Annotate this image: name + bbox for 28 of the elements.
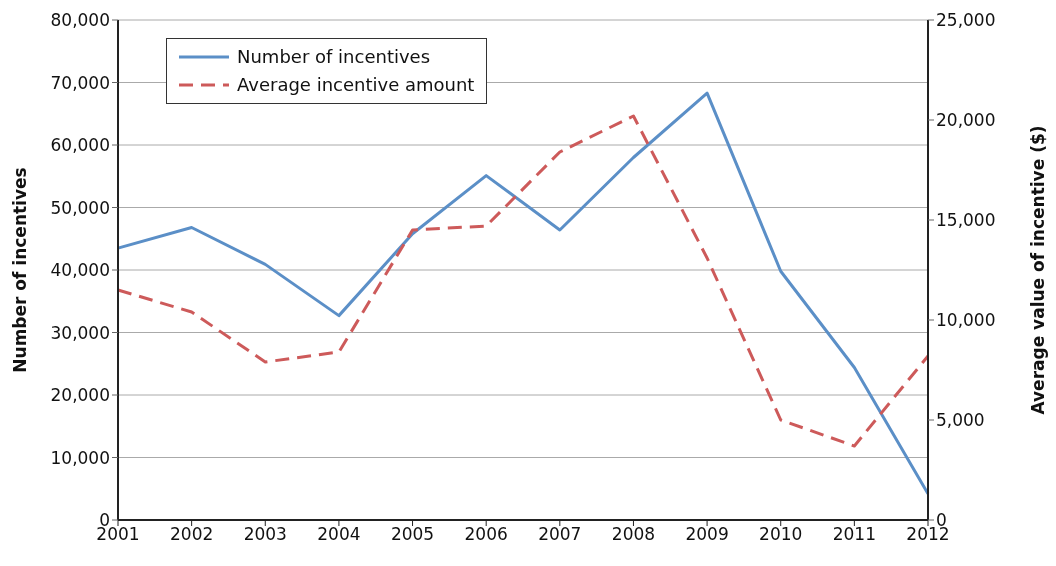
y2-tick-label: 15,000 [936, 210, 996, 231]
y-tick-label: 50,000 [50, 197, 110, 218]
y-tick-label: 20,000 [50, 385, 110, 406]
x-tick-label: 2004 [317, 524, 361, 545]
y2-tick-label: 5,000 [936, 410, 985, 431]
y-tick-label: 30,000 [50, 322, 110, 343]
y2-tick-label: 10,000 [936, 310, 996, 331]
y-tick-label: 10,000 [50, 447, 110, 468]
y-tick-label: 60,000 [50, 135, 110, 156]
legend-label: Average incentive amount [237, 73, 475, 97]
x-tick-label: 2006 [464, 524, 508, 545]
y-tick-label: 80,000 [50, 10, 110, 31]
x-tick-label: 2005 [390, 524, 435, 545]
x-tick-label: 2010 [759, 524, 803, 545]
y-axis-title: Number of incentives [10, 167, 31, 373]
y2-tick-label: 25,000 [936, 10, 996, 31]
x-tick-label: 2008 [611, 524, 656, 545]
x-tick-label: 2009 [685, 524, 729, 545]
y-tick-label: 70,000 [50, 72, 110, 93]
x-tick-label: 2002 [170, 524, 214, 545]
x-tick-label: 2003 [243, 524, 287, 545]
x-tick-label: 2007 [538, 524, 582, 545]
legend-label: Number of incentives [237, 45, 431, 69]
y2-tick-label: 20,000 [936, 110, 996, 131]
line-series [116, 114, 930, 448]
y-tick-label: 40,000 [50, 260, 110, 281]
y2-axis-title: Average value of incentive ($) [1028, 125, 1049, 415]
x-tick-label: 2011 [832, 524, 876, 545]
